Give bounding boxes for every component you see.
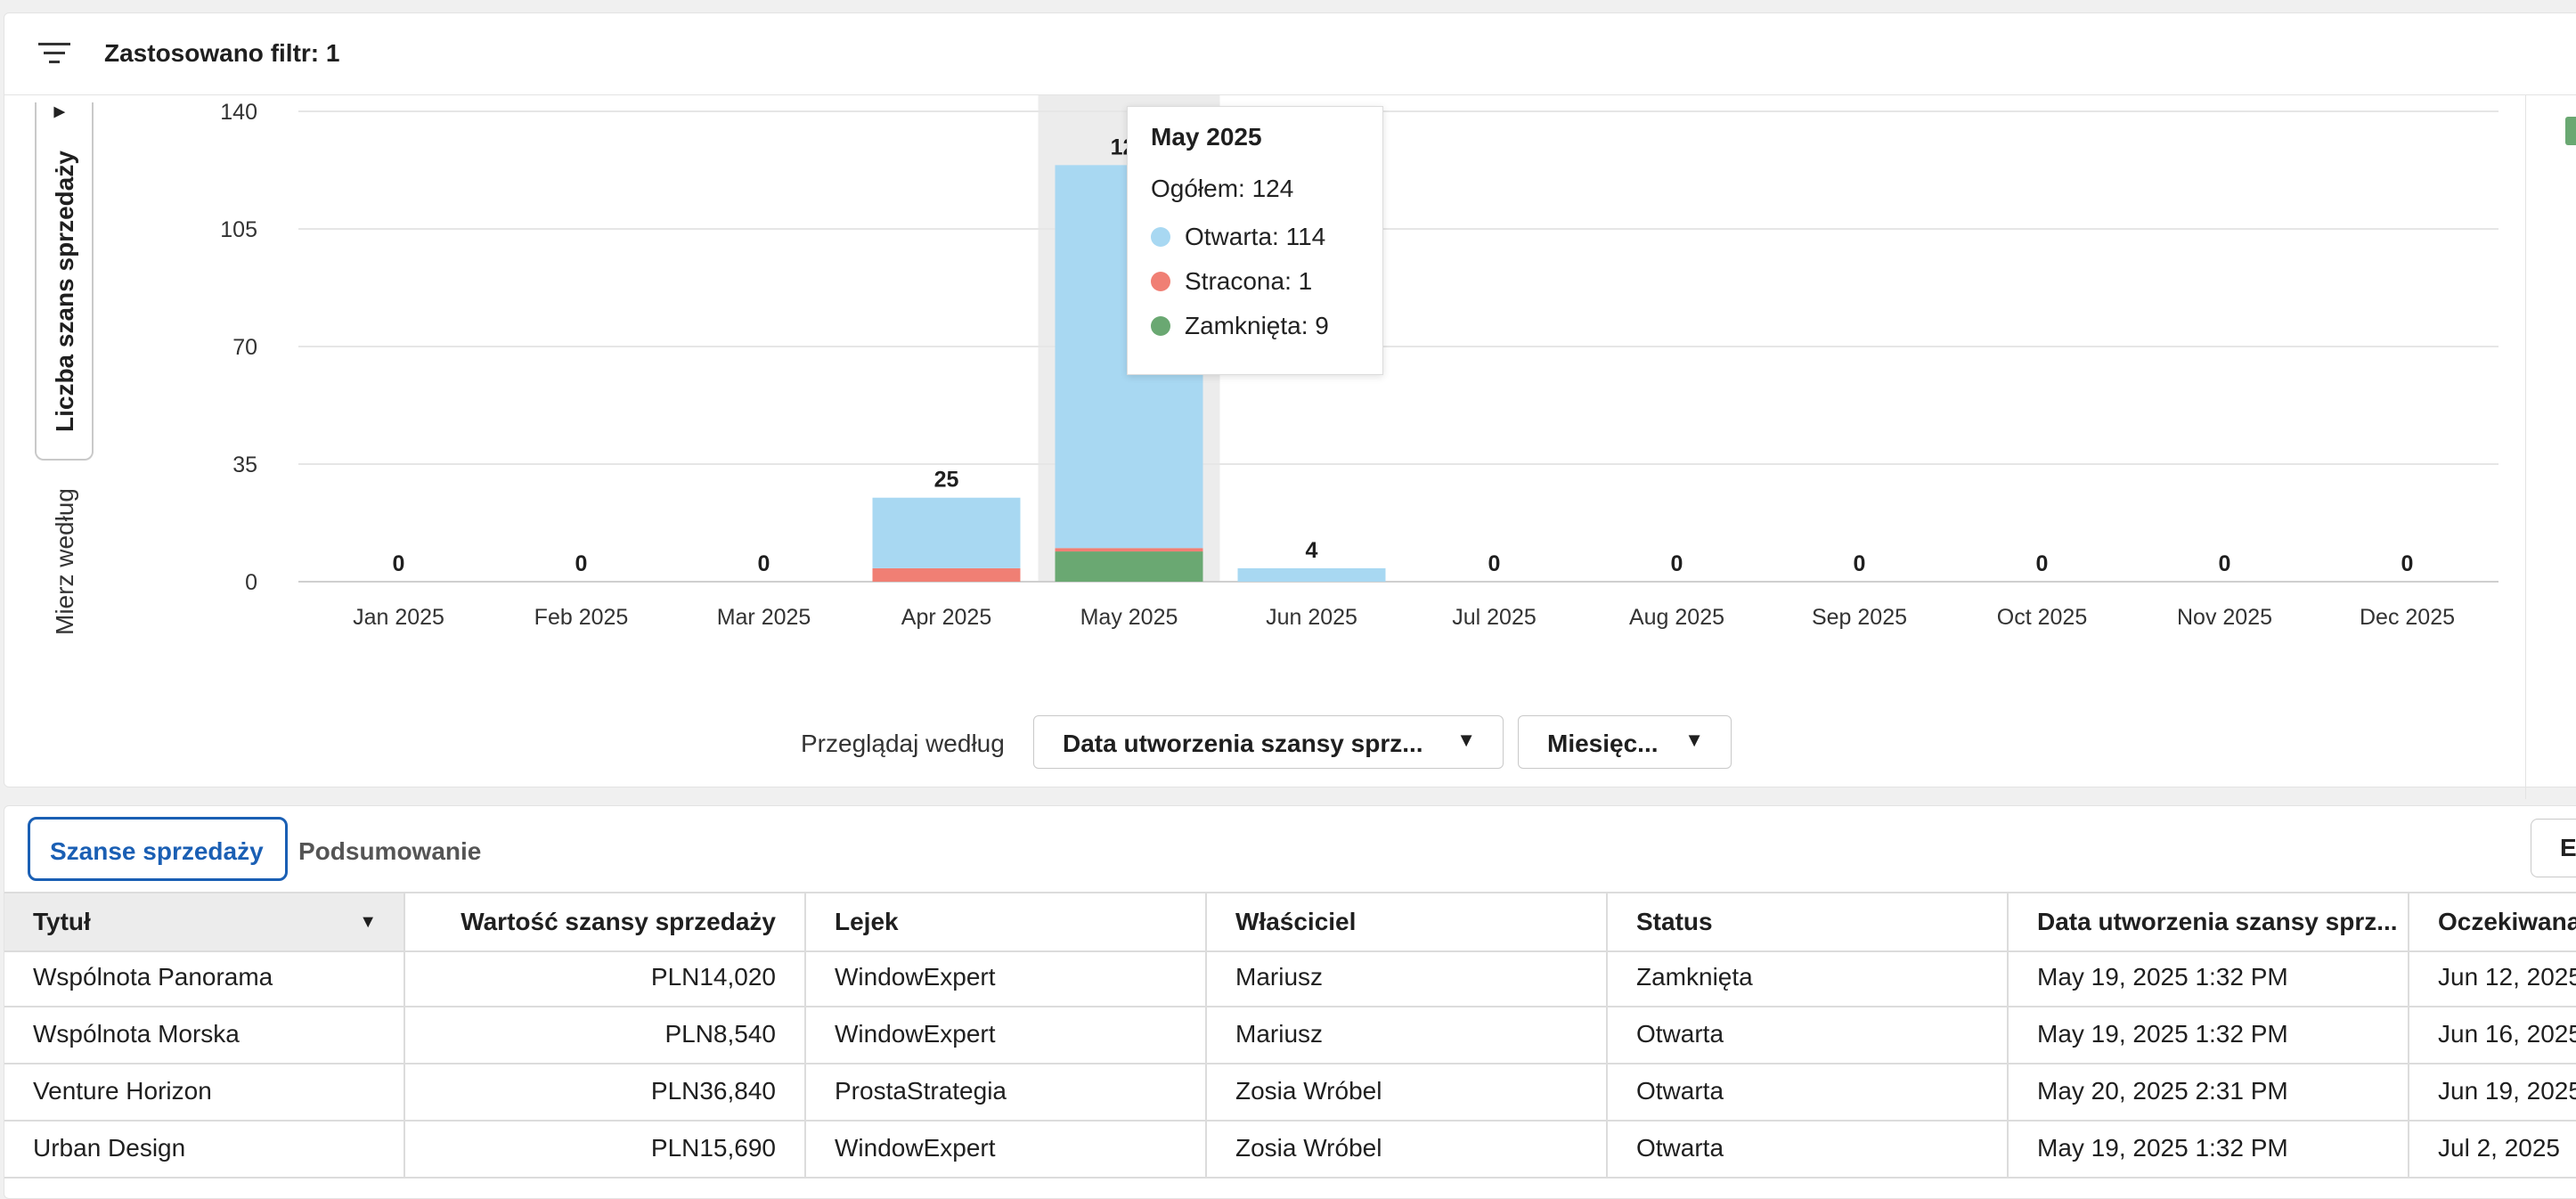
cell-created: May 20, 2025 2:31 PM: [2009, 1063, 2409, 1120]
chart-panel: Zastosowano filtr: 1 Liczba szans sprzed…: [4, 12, 2576, 799]
cell-status: Otwarta: [1608, 1063, 2009, 1120]
bar-total-label: 0: [1488, 551, 1501, 576]
cell-title: Venture Horizon: [4, 1063, 405, 1120]
bar-total-label: 0: [1671, 551, 1683, 576]
cell-owner: Zosia Wróbel: [1207, 1120, 1608, 1177]
bar-total-label: 0: [758, 551, 770, 576]
column-header-expected[interactable]: Oczekiwana: [2438, 908, 2576, 935]
column-header-owner[interactable]: Właściciel: [1207, 893, 1608, 950]
column-header-pipeline[interactable]: Lejek: [806, 893, 1207, 950]
x-tick-label: Sep 2025: [1812, 605, 1907, 630]
x-tick-label: Feb 2025: [534, 605, 629, 630]
chevron-down-icon: ▼: [1456, 729, 1476, 751]
bar-total-label: 0: [393, 551, 405, 576]
tooltip-title: May 2025: [1151, 123, 1262, 151]
bar-segment-zamknięta[interactable]: [1055, 551, 1203, 582]
cell-value: PLN36,840: [405, 1063, 806, 1120]
bar-total-label: 4: [1306, 538, 1318, 563]
tab-opportunities[interactable]: Szanse sprzedaży: [28, 817, 288, 881]
cell-expected: Jul 2, 2025: [2438, 1134, 2560, 1162]
column-header-status[interactable]: Status: [1608, 893, 2009, 950]
column-header-value[interactable]: Wartość szansy sprzedaży: [405, 893, 806, 950]
bar-total-label: 0: [1854, 551, 1866, 576]
filter-status: Zastosowano filtr: 1: [104, 39, 340, 67]
chevron-down-icon: ▼: [1684, 729, 1704, 751]
lost-dot-icon: [1151, 272, 1170, 291]
cell-pipeline: ProstaStrategia: [806, 1063, 1207, 1120]
x-tick-label: Nov 2025: [2177, 605, 2272, 630]
cell-title: Wspólnota Panorama: [4, 949, 405, 1006]
chart-tooltip: May 2025 Ogółem: 124 Otwarta: 114 Straco…: [1127, 106, 1383, 375]
x-tick-label: Oct 2025: [1997, 605, 2087, 630]
cell-pipeline: WindowExpert: [806, 1006, 1207, 1063]
x-tick-label: Apr 2025: [901, 605, 991, 630]
x-tick-label: Jul 2025: [1452, 605, 1537, 630]
tooltip-item: Zamknięta: 9: [1151, 312, 1329, 340]
open-dot-icon: [1151, 227, 1170, 247]
legend-chip[interactable]: [2565, 117, 2576, 145]
y-tick-label: 35: [232, 453, 257, 477]
side-divider: [2525, 95, 2526, 799]
cell-title: Urban Design: [4, 1120, 405, 1177]
cell-value: PLN8,540: [405, 1006, 806, 1063]
bar-segment-stracona[interactable]: [872, 567, 1021, 582]
x-tick-label: Jun 2025: [1266, 605, 1357, 630]
sort-down-icon[interactable]: ▼: [359, 912, 377, 932]
y-tick-label: 105: [220, 217, 257, 242]
tooltip-total: Ogółem: 124: [1151, 175, 1294, 202]
table-row[interactable]: Wspólnota Morska PLN8,540 WindowExpert Mari…: [4, 1006, 2576, 1064]
x-tick-label: Mar 2025: [717, 605, 811, 630]
x-tick-label: Dec 2025: [2360, 605, 2455, 630]
table-row[interactable]: Venture Horizon PLN36,840 ProstaStrategia Z…: [4, 1063, 2576, 1122]
bar-segment-otwarta[interactable]: [872, 497, 1021, 568]
column-header-title[interactable]: Tytuł ▼: [4, 893, 405, 950]
cell-created: May 19, 2025 1:32 PM: [2009, 1006, 2409, 1063]
x-tick-label: Jan 2025: [353, 605, 444, 630]
x-tick-label: May 2025: [1080, 605, 1178, 630]
cell-status: Zamknięta: [1608, 949, 2009, 1006]
y-tick-label: 140: [220, 100, 257, 125]
bar-segment-otwarta[interactable]: [1237, 567, 1386, 582]
bar-total-label: 0: [2401, 551, 2414, 576]
tooltip-item: Stracona: 1: [1151, 267, 1312, 296]
cell-value: PLN15,690: [405, 1120, 806, 1177]
cell-owner: Mariusz: [1207, 1006, 1608, 1063]
browse-period-dropdown[interactable]: Miesięc... ▼: [1518, 715, 1732, 769]
closed-dot-icon: [1151, 316, 1170, 336]
cell-expected: Jun 16, 2025: [2438, 1020, 2576, 1048]
measure-dropdown[interactable]: [35, 102, 94, 461]
cell-owner: Mariusz: [1207, 949, 1608, 1006]
table-row[interactable]: Wspólnota Panorama PLN14,020 WindowExpert M…: [4, 949, 2576, 1007]
browse-field-dropdown[interactable]: Data utworzenia szansy sprz... ▼: [1033, 715, 1504, 769]
cell-pipeline: WindowExpert: [806, 1120, 1207, 1177]
cell-status: Otwarta: [1608, 1006, 2009, 1063]
cell-owner: Zosia Wróbel: [1207, 1063, 1608, 1120]
table-header-row: Tytuł ▼ Wartość szansy sprzedaży Lejek Wł…: [4, 892, 2576, 952]
filter-bar: Zastosowano filtr: 1: [4, 13, 2576, 95]
y-tick-label: 70: [232, 335, 257, 360]
cell-value: PLN14,020: [405, 949, 806, 1006]
filter-icon[interactable]: [37, 40, 72, 67]
x-tick-label: Aug 2025: [1629, 605, 1724, 630]
browse-by-label: Przeglądaj według: [801, 730, 1005, 757]
cell-created: May 19, 2025 1:32 PM: [2009, 949, 2409, 1006]
table-row[interactable]: Urban Design PLN15,690 WindowExpert Zosia W…: [4, 1120, 2576, 1179]
cell-expected: Jun 12, 2025: [2438, 963, 2576, 991]
cell-status: Otwarta: [1608, 1120, 2009, 1177]
tooltip-item: Otwarta: 114: [1151, 223, 1325, 251]
export-button[interactable]: Ek: [2531, 819, 2576, 877]
bar-total-label: 0: [2219, 551, 2231, 576]
y-tick-label: 0: [245, 570, 257, 595]
bar-total-label: 0: [575, 551, 588, 576]
bar-segment-stracona[interactable]: [1055, 548, 1203, 552]
cell-created: May 19, 2025 1:32 PM: [2009, 1120, 2409, 1177]
bar-total-label: 25: [934, 468, 959, 493]
bar-total-label: 0: [2036, 551, 2049, 576]
cell-expected: Jun 19, 2025: [2438, 1077, 2576, 1105]
cell-title: Wspólnota Morska: [4, 1006, 405, 1063]
column-header-created[interactable]: Data utworzenia szansy sprz...: [2009, 893, 2409, 950]
table-panel: Szanse sprzedaży Podsumowanie Ek Tytuł▼ …: [4, 805, 2576, 1199]
cell-pipeline: WindowExpert: [806, 949, 1207, 1006]
